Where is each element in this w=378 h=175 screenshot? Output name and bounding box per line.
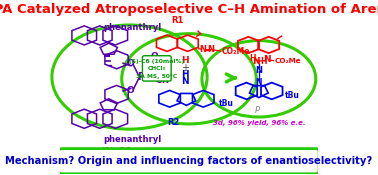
Text: N: N — [256, 66, 262, 75]
FancyBboxPatch shape — [58, 149, 319, 174]
Text: H: H — [260, 57, 267, 66]
Text: phenanthryl: phenanthryl — [103, 135, 161, 144]
Text: O: O — [150, 62, 158, 71]
Text: CPA Catalyzed Atroposelective C–H Amination of Arene: CPA Catalyzed Atroposelective C–H Aminat… — [0, 3, 378, 16]
Text: O: O — [150, 52, 158, 61]
Text: P: P — [255, 106, 260, 115]
Text: H: H — [181, 56, 189, 65]
Text: N: N — [253, 57, 260, 66]
Text: (S)-C6 (10mol%)
CHCl₃
3A MS, 50°C: (S)-C6 (10mol%) CHCl₃ 3A MS, 50°C — [129, 59, 184, 79]
Text: CO₂Me: CO₂Me — [274, 58, 301, 64]
Text: (S)-C6: (S)-C6 — [99, 147, 131, 156]
Text: N: N — [200, 45, 207, 54]
Text: tBu: tBu — [285, 91, 300, 100]
Text: CO₂Me: CO₂Me — [222, 47, 250, 56]
Text: N: N — [208, 45, 214, 54]
Text: R2: R2 — [167, 118, 180, 127]
Text: N: N — [181, 77, 189, 86]
Text: P: P — [138, 72, 145, 82]
Text: R1: R1 — [171, 16, 184, 25]
Text: O: O — [127, 59, 135, 68]
Text: N: N — [263, 55, 270, 64]
Text: 3d, 96% yield, 96% e.e.: 3d, 96% yield, 96% e.e. — [212, 120, 305, 126]
Text: O: O — [127, 86, 135, 96]
Text: H: H — [181, 70, 189, 79]
Text: H: H — [249, 54, 256, 63]
Text: OH: OH — [155, 76, 169, 85]
Text: tBu: tBu — [219, 100, 234, 108]
Text: phenanthryl: phenanthryl — [103, 23, 161, 32]
Text: +: + — [181, 62, 189, 72]
Text: Mechanism? Origin and influencing factors of enantioselectivity?: Mechanism? Origin and influencing factor… — [5, 156, 373, 166]
Text: N: N — [256, 78, 262, 87]
FancyBboxPatch shape — [143, 56, 171, 81]
